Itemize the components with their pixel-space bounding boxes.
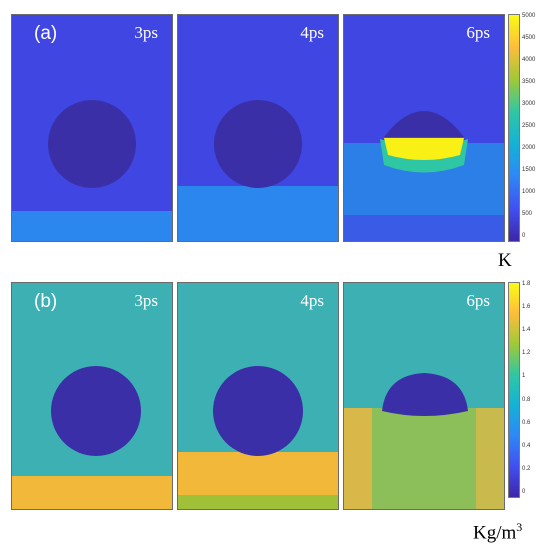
- density-unit: Kg/m3: [473, 520, 522, 544]
- panel-a-6ps: 6ps: [343, 14, 505, 242]
- panel-a-3ps: (a) 3ps: [11, 14, 173, 242]
- colorbar-tick-label: 1: [522, 373, 526, 380]
- panel-b-6ps: 6ps: [343, 282, 505, 510]
- density-map-3ps: [12, 283, 172, 509]
- colorbar-tick-label: 0.8: [522, 396, 531, 403]
- panel-a-4ps: 4ps: [177, 14, 339, 242]
- time-label: 3ps: [134, 23, 158, 42]
- time-label: 3ps: [134, 291, 158, 310]
- colorbar-tick-label: 3500: [522, 79, 536, 85]
- panel-label-b: (b): [34, 291, 58, 312]
- density-map-4ps: [178, 283, 338, 509]
- density-colorbar: [508, 282, 520, 498]
- time-label: 4ps: [300, 291, 324, 310]
- panel-b-4ps: 4ps: [177, 282, 339, 510]
- temperature-map-6ps: [344, 15, 504, 241]
- colorbar-tick-label: 4500: [522, 35, 536, 41]
- time-label: 6ps: [466, 291, 490, 310]
- colorbar-tick-label: 1.4: [522, 327, 531, 334]
- density-unit-exponent: 3: [516, 520, 523, 534]
- temperature-map-3ps: [12, 15, 172, 241]
- panel-b-3ps: (b) 3ps: [11, 282, 173, 510]
- colorbar-tick-label: 2500: [522, 123, 536, 129]
- colorbar-tick-label: 0.2: [522, 465, 531, 472]
- colorbar-tick-label: 0: [522, 233, 526, 239]
- time-label: 6ps: [466, 23, 490, 42]
- temperature-colorbar: [508, 14, 520, 242]
- colorbar-tick-label: 5000: [522, 13, 536, 19]
- time-label: 4ps: [300, 23, 324, 42]
- colorbar-tick-label: 0: [522, 489, 526, 495]
- density-unit-base: Kg/m: [473, 522, 517, 544]
- colorbar-tick-label: 0.4: [522, 442, 531, 449]
- colorbar-tick-label: 2000: [522, 145, 536, 151]
- colorbar-tick-label: 1000: [522, 189, 536, 195]
- panel-label-a: (a): [34, 23, 58, 44]
- density-map-6ps: [344, 283, 504, 509]
- colorbar-tick-label: 1.8: [522, 281, 531, 287]
- temperature-map-4ps: [178, 15, 338, 241]
- colorbar-tick-label: 500: [522, 211, 533, 217]
- colorbar-tick-label: 3000: [522, 101, 536, 107]
- colorbar-tick-label: 1500: [522, 167, 536, 173]
- colorbar-tick-label: 4000: [522, 57, 536, 63]
- temperature-unit: K: [498, 250, 512, 271]
- colorbar-tick-label: 0.6: [522, 419, 531, 426]
- colorbar-tick-label: 1.2: [522, 350, 531, 357]
- colorbar-tick-label: 1.6: [522, 304, 531, 311]
